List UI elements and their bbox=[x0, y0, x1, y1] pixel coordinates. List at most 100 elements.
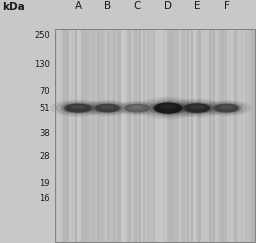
Bar bbox=[149, 29, 151, 242]
Text: kDa: kDa bbox=[3, 2, 25, 12]
Ellipse shape bbox=[149, 101, 187, 115]
Ellipse shape bbox=[211, 103, 242, 113]
Bar bbox=[191, 29, 193, 242]
Text: 19: 19 bbox=[39, 179, 50, 188]
Bar bbox=[245, 29, 247, 242]
Text: B: B bbox=[104, 1, 111, 11]
Ellipse shape bbox=[161, 105, 176, 108]
Bar bbox=[55, 29, 255, 242]
Bar bbox=[233, 29, 235, 242]
Bar bbox=[61, 29, 63, 242]
Bar bbox=[243, 29, 245, 242]
Bar bbox=[119, 29, 121, 242]
Bar bbox=[117, 29, 119, 242]
Bar bbox=[213, 29, 215, 242]
Bar bbox=[217, 29, 219, 242]
Bar bbox=[153, 29, 155, 242]
Bar bbox=[147, 29, 149, 242]
Bar bbox=[59, 29, 61, 242]
Bar bbox=[131, 29, 133, 242]
Bar bbox=[187, 29, 189, 242]
Bar bbox=[105, 29, 107, 242]
Bar bbox=[173, 29, 175, 242]
Bar bbox=[63, 29, 65, 242]
Bar bbox=[139, 29, 141, 242]
Bar bbox=[197, 29, 199, 242]
Bar bbox=[207, 29, 209, 242]
Bar bbox=[165, 29, 167, 242]
Bar bbox=[221, 29, 223, 242]
Bar bbox=[193, 29, 195, 242]
Bar bbox=[87, 29, 89, 242]
Ellipse shape bbox=[116, 101, 158, 115]
Ellipse shape bbox=[139, 97, 198, 119]
Bar bbox=[151, 29, 153, 242]
Bar bbox=[81, 29, 83, 242]
Bar bbox=[137, 29, 139, 242]
Text: 250: 250 bbox=[34, 31, 50, 40]
Bar bbox=[75, 29, 77, 242]
Ellipse shape bbox=[71, 106, 85, 108]
Ellipse shape bbox=[203, 101, 250, 116]
Ellipse shape bbox=[185, 104, 209, 112]
Bar bbox=[227, 29, 229, 242]
Bar bbox=[91, 29, 93, 242]
Text: 51: 51 bbox=[39, 104, 50, 113]
Ellipse shape bbox=[153, 103, 184, 114]
Ellipse shape bbox=[66, 104, 90, 112]
Bar bbox=[159, 29, 161, 242]
Text: C: C bbox=[133, 1, 141, 11]
Bar bbox=[77, 29, 79, 242]
Bar bbox=[185, 29, 187, 242]
Text: 130: 130 bbox=[34, 60, 50, 69]
Bar bbox=[195, 29, 197, 242]
Ellipse shape bbox=[102, 106, 113, 108]
Ellipse shape bbox=[92, 103, 123, 113]
Ellipse shape bbox=[190, 105, 204, 108]
Bar bbox=[189, 29, 191, 242]
Bar bbox=[225, 29, 227, 242]
Bar bbox=[79, 29, 81, 242]
Bar bbox=[175, 29, 177, 242]
Bar bbox=[199, 29, 201, 242]
Bar bbox=[253, 29, 255, 242]
Ellipse shape bbox=[56, 102, 100, 115]
Bar bbox=[65, 29, 67, 242]
Ellipse shape bbox=[95, 104, 120, 112]
Ellipse shape bbox=[61, 103, 95, 113]
Bar bbox=[141, 29, 143, 242]
Bar bbox=[219, 29, 221, 242]
Bar bbox=[211, 29, 213, 242]
Bar bbox=[69, 29, 71, 242]
Bar bbox=[133, 29, 135, 242]
Bar bbox=[143, 29, 145, 242]
Ellipse shape bbox=[120, 103, 154, 113]
Bar bbox=[201, 29, 203, 242]
Ellipse shape bbox=[207, 102, 246, 114]
Ellipse shape bbox=[126, 105, 148, 112]
Bar bbox=[85, 29, 87, 242]
Bar bbox=[97, 29, 99, 242]
Bar bbox=[145, 29, 147, 242]
Bar bbox=[239, 29, 241, 242]
Bar bbox=[247, 29, 249, 242]
Ellipse shape bbox=[175, 101, 219, 115]
Bar bbox=[109, 29, 111, 242]
Bar bbox=[71, 29, 73, 242]
Bar bbox=[157, 29, 159, 242]
Bar bbox=[177, 29, 179, 242]
Bar bbox=[135, 29, 137, 242]
Ellipse shape bbox=[180, 103, 214, 114]
Bar bbox=[101, 29, 103, 242]
Bar bbox=[95, 29, 97, 242]
Bar bbox=[125, 29, 127, 242]
Bar bbox=[123, 29, 125, 242]
Text: 70: 70 bbox=[39, 87, 50, 96]
Text: D: D bbox=[164, 1, 172, 11]
Bar bbox=[115, 29, 117, 242]
Ellipse shape bbox=[170, 99, 224, 117]
Ellipse shape bbox=[88, 102, 127, 114]
Bar bbox=[167, 29, 169, 242]
Bar bbox=[103, 29, 105, 242]
Bar bbox=[183, 29, 185, 242]
